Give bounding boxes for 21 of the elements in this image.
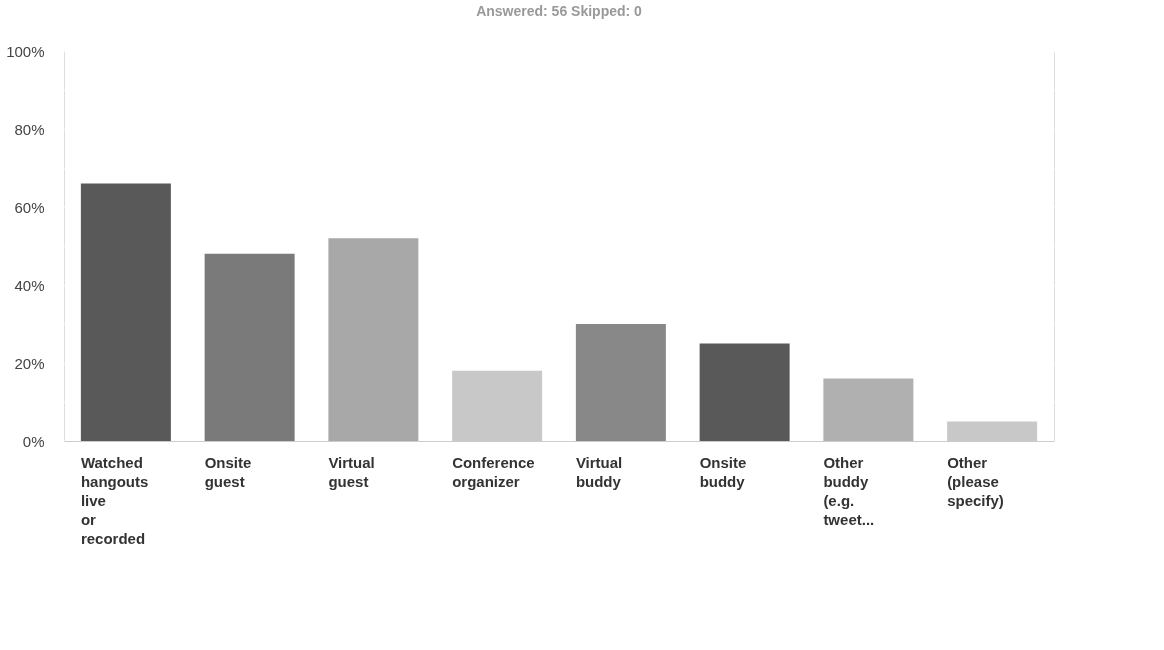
bar [575, 324, 666, 441]
chart-title: Answered: 56 Skipped: 0 [476, 3, 643, 19]
x-tick-label: Onsite guest [204, 453, 252, 490]
bar [328, 238, 419, 441]
y-tick-label: 20% [14, 354, 45, 372]
bar [80, 183, 171, 441]
y-tick-label: 40% [14, 276, 45, 294]
x-tick-label: Conference organizer [452, 453, 535, 490]
y-tick-label: 0% [22, 432, 45, 450]
y-tick-label: 100% [6, 42, 45, 60]
x-tick-label: Onsite buddy [699, 453, 747, 490]
x-tick-label: Virtual buddy [575, 453, 623, 490]
bar [823, 378, 914, 441]
x-tick-label: Other buddy (e.g. tweet... [823, 453, 875, 528]
bar [204, 253, 295, 441]
x-tick-label: Virtual guest [328, 453, 375, 490]
y-tick-label: 80% [14, 120, 45, 138]
x-tick-label: Watched hangouts live or recorded [80, 453, 149, 547]
bar [699, 343, 790, 441]
x-tick-label: Other (please specify) [947, 453, 1004, 509]
y-tick-label: 60% [14, 198, 45, 216]
